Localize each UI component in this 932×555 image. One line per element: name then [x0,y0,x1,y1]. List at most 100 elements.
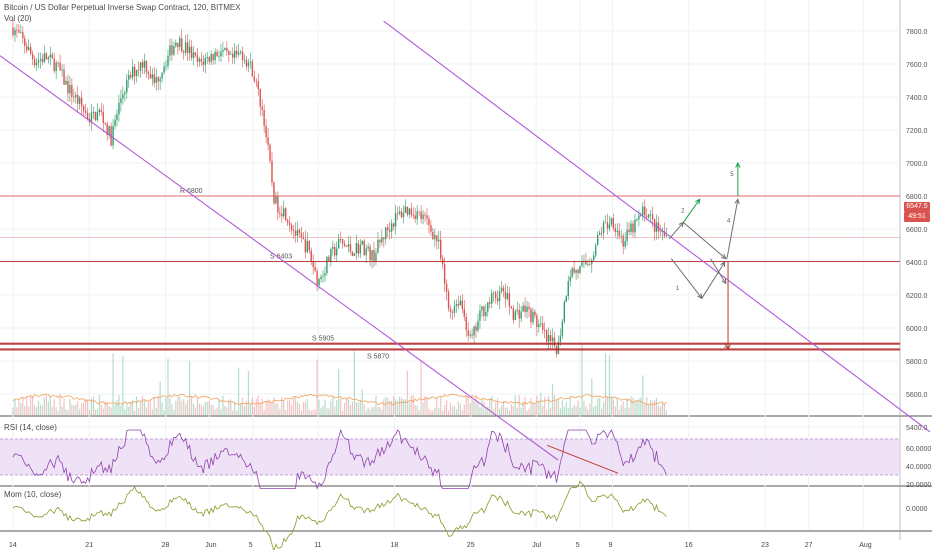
symbol-title[interactable]: Bitcoin / US Dollar Perpetual Inverse Sw… [4,3,241,12]
candle-body [249,61,252,63]
candle-body [569,276,571,282]
candle-body [510,306,513,309]
volume-bar [328,408,330,415]
volume-bar [98,395,100,415]
volume-bar [512,406,514,415]
candle-body [222,49,224,52]
volume-bar [369,409,371,415]
volume-bar [188,360,191,415]
rsi-line [12,428,667,490]
candle-body [159,78,161,82]
volume-bar [536,395,538,415]
candle-body [145,60,148,73]
candle-body [632,223,634,233]
candle-body [649,214,652,216]
volume-bar [530,397,532,415]
level-label: R 6800 [180,188,203,195]
volume-bar [343,403,346,415]
candle-body [339,238,342,240]
candle-body [86,112,89,119]
volume-bar [37,400,40,415]
candle-body [112,126,114,146]
candle-body [177,42,179,48]
volume-bar [453,405,456,415]
volume-bar [471,398,473,415]
volume-bar [35,407,38,415]
candle-body [651,214,654,220]
candle-body [128,74,130,80]
candle-body [449,308,452,312]
volume-bar [516,407,518,415]
volume-bar [143,399,146,415]
candle-body [157,77,159,82]
candle-body [343,243,346,246]
candle-body [155,77,157,83]
candle-body [646,215,648,218]
candle-body [545,330,548,342]
volume-bar [141,395,144,415]
volume-bar [204,401,206,415]
candle-body [257,81,259,89]
volume-bar [665,410,667,415]
candle-body [408,208,411,215]
volume-bar [606,396,609,415]
volume-bar [122,355,124,415]
volume-bar [428,408,430,415]
candle-body [492,292,495,294]
volume-bar [192,403,195,415]
candle-body [143,60,146,68]
candle-body [422,214,424,220]
volume-bar [612,399,614,415]
volume-bar [116,400,118,415]
volume-bar [173,409,175,415]
volume-bar [497,398,499,415]
candle-body [487,302,489,312]
volume-bar [208,400,210,415]
candle-body [263,109,265,126]
volume-bar [624,408,626,415]
volume-bar [300,410,303,415]
volume-legend[interactable]: Vol (20) [4,14,32,23]
candle-body [43,53,46,63]
projection-arrow-6 [701,261,726,299]
candle-body [642,206,644,216]
candle-body [461,300,463,309]
candle-body [465,316,467,331]
time-tick-label: Jul [532,542,541,549]
candle-body [489,302,491,304]
last-price-badge: 6547.5 [904,202,930,212]
volume-bar [165,398,167,415]
volume-bar [351,401,354,415]
volume-bar [549,407,552,415]
candle-body [565,296,567,302]
candle-body [361,240,363,245]
volume-bar [24,405,26,415]
candle-body [426,215,428,219]
volume-bar [196,397,199,415]
volume-bar [202,406,204,415]
volume-bar [59,396,61,415]
mom-pane-label[interactable]: Mom (10, close) [4,490,62,499]
candle-body [634,219,636,233]
candle-body [571,268,573,277]
volume-bar [379,407,381,415]
candle-body [593,255,595,260]
candle-body [559,335,562,342]
candle-body [567,281,569,297]
candle-body [367,246,369,249]
candle-body [45,53,48,60]
volume-bar [410,395,412,415]
candle-body [575,269,577,273]
volume-bar [375,395,377,415]
time-tick-label: 28 [162,542,170,549]
rsi-pane-label[interactable]: RSI (14, close) [4,423,57,432]
volume-bar [573,404,575,415]
candle-body [589,264,591,265]
volume-bar [493,409,495,415]
volume-bar [294,396,297,415]
time-tick-label: 9 [609,542,613,549]
volume-bar [269,399,271,415]
channel-upper-line [383,20,931,433]
